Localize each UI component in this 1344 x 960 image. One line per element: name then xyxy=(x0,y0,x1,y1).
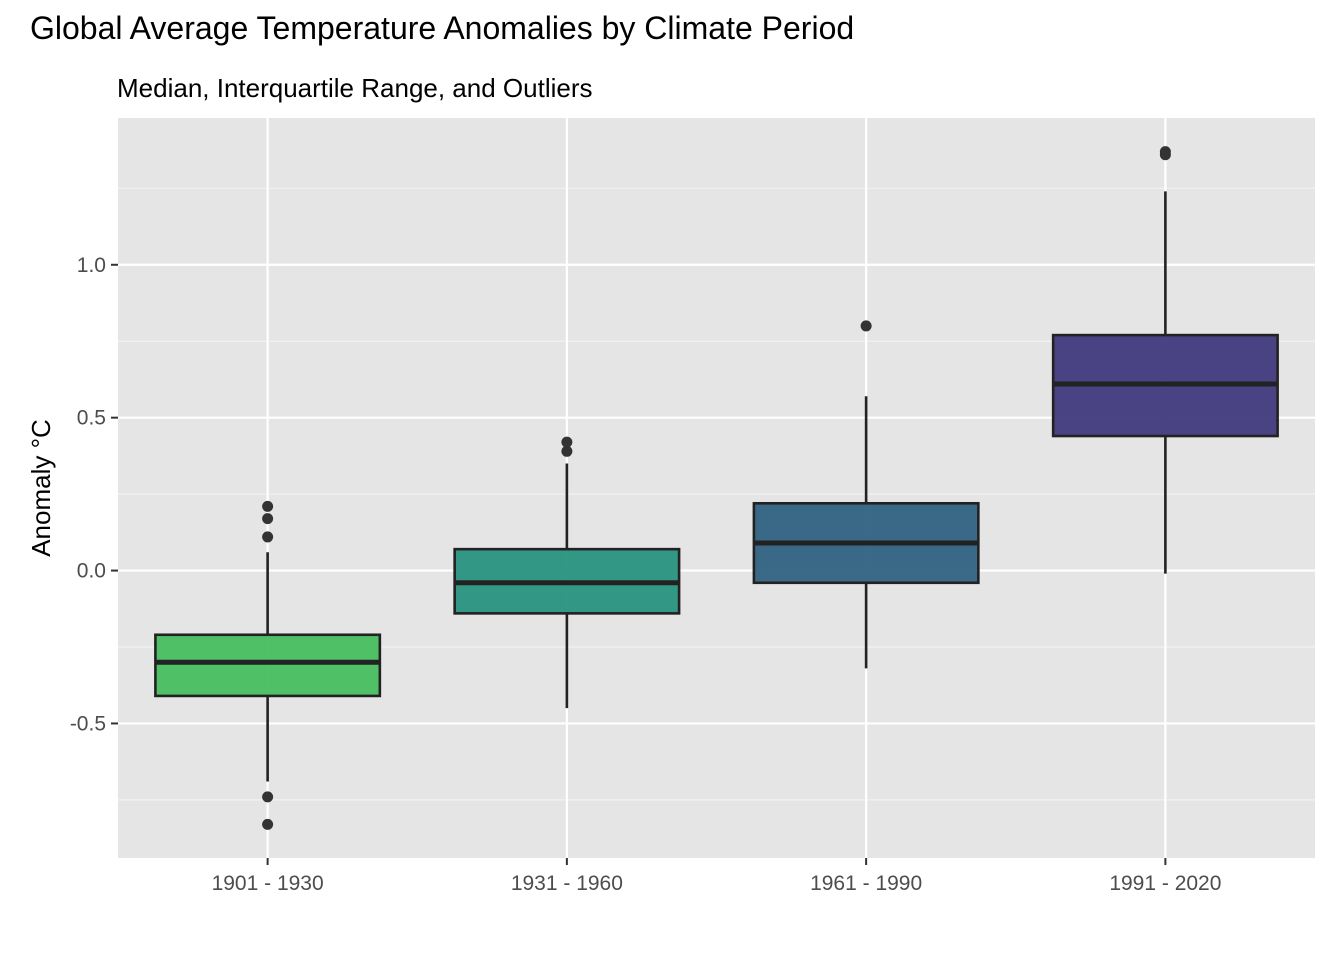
outlier-point xyxy=(262,513,274,525)
outlier-point xyxy=(262,791,274,803)
chart-title: Global Average Temperature Anomalies by … xyxy=(30,10,854,46)
y-tick-label: 0.5 xyxy=(77,407,106,430)
box-group xyxy=(1051,146,1279,574)
axes-layer: -0.5 0.0 0.5 1.0 1901 - 1930 1931 - 1960 1961 … xyxy=(70,254,1222,895)
y-tick-label: -0.5 xyxy=(70,712,106,735)
plot-panel xyxy=(118,118,1315,858)
outlier-point xyxy=(561,436,573,448)
x-tick-label: 1931 - 1960 xyxy=(511,872,623,895)
outlier-point xyxy=(262,531,274,543)
chart-subtitle: Median, Interquartile Range, and Outlier… xyxy=(117,73,593,103)
y-tick-label: 1.0 xyxy=(77,254,106,277)
y-tick-label: 0.0 xyxy=(77,560,106,583)
x-tick-label: 1961 - 1990 xyxy=(810,872,922,895)
outlier-point xyxy=(262,500,274,512)
y-axis-title: Anomaly °C xyxy=(26,419,56,557)
box-group xyxy=(453,436,681,709)
iqr-box xyxy=(154,633,382,698)
box-group xyxy=(154,500,382,830)
outlier-point xyxy=(860,320,872,332)
box-group xyxy=(752,320,980,669)
outlier-point xyxy=(262,818,274,830)
boxes-layer xyxy=(154,146,1279,830)
x-tick-label: 1901 - 1930 xyxy=(212,872,324,895)
outlier-point xyxy=(561,445,573,457)
outlier-point xyxy=(1159,149,1171,161)
x-tick-label: 1991 - 2020 xyxy=(1109,872,1221,895)
